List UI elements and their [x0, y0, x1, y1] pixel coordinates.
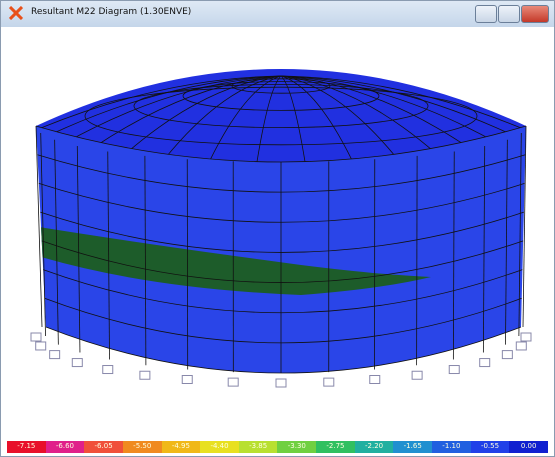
support-symbol — [50, 351, 60, 359]
title-bar: Resultant M22 Diagram (1.30ENVE) — [1, 1, 554, 27]
legend-swatch: 0.00 — [509, 441, 548, 453]
minimize-button[interactable] — [475, 5, 497, 23]
legend-label: -4.95 — [162, 442, 201, 450]
window-title: Resultant M22 Diagram (1.30ENVE) — [31, 7, 191, 17]
legend-label: -2.20 — [355, 442, 394, 450]
legend-label: -5.50 — [123, 442, 162, 450]
legend-label: -3.30 — [277, 442, 316, 450]
support-symbol — [480, 359, 490, 367]
legend-swatch: -3.30 — [277, 441, 316, 453]
legend-label: -2.75 — [316, 442, 355, 450]
legend-swatch: -4.95 — [162, 441, 201, 453]
support-symbol — [36, 342, 46, 350]
app-icon — [9, 6, 23, 20]
support-symbol — [412, 371, 422, 379]
legend-label: -4.40 — [200, 442, 239, 450]
model-view — [1, 27, 554, 437]
legend-swatch: -4.40 — [200, 441, 239, 453]
mesh-line — [417, 156, 418, 365]
support-symbol — [72, 359, 82, 367]
legend-swatch: -6.05 — [84, 441, 123, 453]
support-symbol — [140, 371, 150, 379]
legend-label: -6.60 — [46, 442, 85, 450]
legend-swatch: -1.65 — [393, 441, 432, 453]
legend-swatch: -5.50 — [123, 441, 162, 453]
support-symbol — [502, 351, 512, 359]
close-button[interactable] — [521, 5, 549, 23]
support-symbol — [370, 375, 380, 383]
legend-label: 0.00 — [509, 442, 548, 450]
legend-label: -1.65 — [393, 442, 432, 450]
support-symbol — [31, 333, 41, 341]
legend-swatch: -3.85 — [239, 441, 278, 453]
support-symbol — [516, 342, 526, 350]
support-symbol — [449, 366, 459, 374]
legend-label: -3.85 — [239, 442, 278, 450]
legend-label: -0.55 — [471, 442, 510, 450]
legend-swatch: -7.15 — [7, 441, 46, 453]
legend-label: -1.10 — [432, 442, 471, 450]
support-symbol — [228, 378, 238, 386]
legend-swatch: -2.75 — [316, 441, 355, 453]
legend-swatch: -1.10 — [432, 441, 471, 453]
legend-swatch: -2.20 — [355, 441, 394, 453]
support-symbol — [182, 375, 192, 383]
support-symbol — [324, 378, 334, 386]
legend-label: -7.15 — [7, 442, 46, 450]
support-symbol — [276, 379, 286, 387]
support-symbol — [103, 366, 113, 374]
maximize-button[interactable] — [498, 5, 520, 23]
color-legend: -7.15-6.60-6.05-5.50-4.95-4.40-3.85-3.30… — [7, 441, 548, 453]
legend-swatch: -6.60 — [46, 441, 85, 453]
legend-label: -6.05 — [84, 442, 123, 450]
support-symbol — [521, 333, 531, 341]
legend-swatch: -0.55 — [471, 441, 510, 453]
app-window: Resultant M22 Diagram (1.30ENVE) -7.15-6… — [0, 0, 555, 457]
